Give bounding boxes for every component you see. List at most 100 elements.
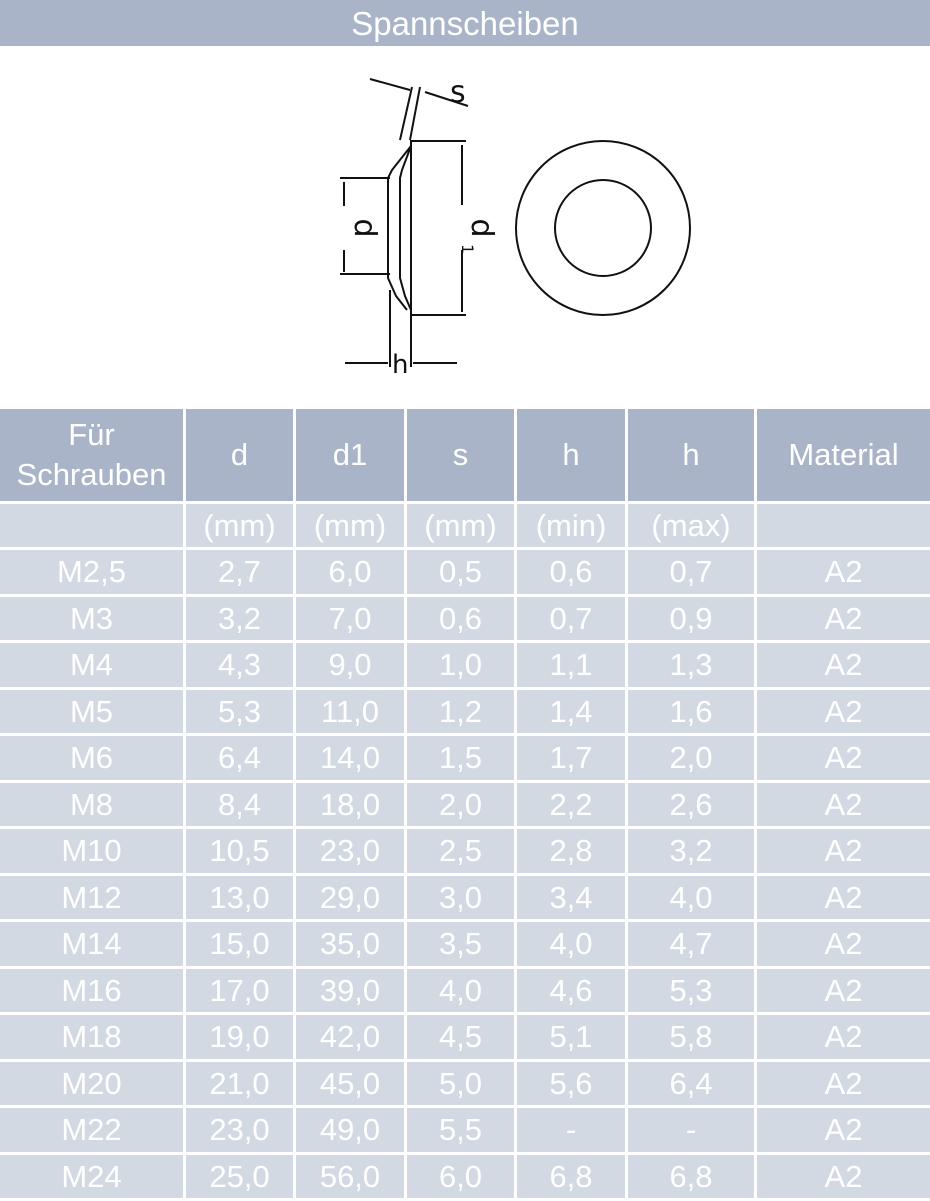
table-cell: 5,3 <box>628 968 754 1012</box>
table-cell: A2 <box>757 875 930 919</box>
table-cell: 5,3 <box>186 689 293 733</box>
table-cell: 6,0 <box>407 1154 514 1198</box>
table-cell: 2,0 <box>628 736 754 780</box>
table-cell: 23,0 <box>186 1108 293 1152</box>
table-cell: 6,4 <box>186 736 293 780</box>
table-cell: 6,0 <box>296 550 404 594</box>
header-row: Für Schrauben d d1 s h h Material <box>0 409 930 501</box>
table-cell: 0,7 <box>517 596 625 640</box>
table-row: M18 19,0 42,0 4,5 5,1 5,8 A2 <box>0 1015 930 1059</box>
units-row: (mm) (mm) (mm) (min) (max) <box>0 504 930 547</box>
table-row: M6 6,4 14,0 1,5 1,7 2,0 A2 <box>0 736 930 780</box>
table-cell: - <box>517 1108 625 1152</box>
table-row: M8 8,4 18,0 2,0 2,2 2,6 A2 <box>0 782 930 826</box>
table-cell: 4,0 <box>628 875 754 919</box>
table-cell: 13,0 <box>186 875 293 919</box>
table-cell: 5,1 <box>517 1015 625 1059</box>
washer-diagram: s d d 1 h <box>340 75 691 380</box>
table-cell: M10 <box>0 829 183 873</box>
table-cell: A2 <box>757 1015 930 1059</box>
unit-cell <box>757 504 930 547</box>
table-cell: 4,6 <box>517 968 625 1012</box>
column-header: h <box>517 409 625 501</box>
unit-cell: (mm) <box>296 504 404 547</box>
unit-cell: (mm) <box>186 504 293 547</box>
unit-cell: (mm) <box>407 504 514 547</box>
table-cell: 2,2 <box>517 782 625 826</box>
table-cell: 56,0 <box>296 1154 404 1198</box>
table-cell: 1,0 <box>407 643 514 687</box>
table-cell: M6 <box>0 736 183 780</box>
table-cell: A2 <box>757 550 930 594</box>
table-row: M14 15,0 35,0 3,5 4,0 4,7 A2 <box>0 922 930 966</box>
table-cell: M8 <box>0 782 183 826</box>
table-cell: 3,0 <box>407 875 514 919</box>
table-cell: 11,0 <box>296 689 404 733</box>
table-cell: A2 <box>757 829 930 873</box>
unit-cell <box>0 504 183 547</box>
spec-table: Für Schrauben d d1 s h h Material (mm) (mm) (mm)(… <box>0 406 930 1201</box>
table-cell: M14 <box>0 922 183 966</box>
table-cell: 1,4 <box>517 689 625 733</box>
table-cell: M5 <box>0 689 183 733</box>
table-cell: 15,0 <box>186 922 293 966</box>
table-cell: A2 <box>757 1154 930 1198</box>
table-cell: M2,5 <box>0 550 183 594</box>
table-cell: 2,5 <box>407 829 514 873</box>
table-cell: 0,9 <box>628 596 754 640</box>
table-cell: 2,8 <box>517 829 625 873</box>
table-cell: 4,0 <box>407 968 514 1012</box>
table-cell: M12 <box>0 875 183 919</box>
table-cell: 49,0 <box>296 1108 404 1152</box>
washer-profile-inner <box>399 145 412 311</box>
table-row: M20 21,0 45,0 5,0 5,6 6,4 A2 <box>0 1061 930 1105</box>
page-title: Spannscheiben <box>0 0 930 46</box>
table-cell: A2 <box>757 922 930 966</box>
table-cell: 5,6 <box>517 1061 625 1105</box>
table-cell: A2 <box>757 736 930 780</box>
table-cell: 4,5 <box>407 1015 514 1059</box>
table-cell: A2 <box>757 596 930 640</box>
table-cell: - <box>628 1108 754 1152</box>
table-cell: 1,1 <box>517 643 625 687</box>
table-cell: M3 <box>0 596 183 640</box>
table-cell: 2,0 <box>407 782 514 826</box>
column-header: h <box>628 409 754 501</box>
label-d1-sub: 1 <box>458 244 477 254</box>
table-row: M12 13,0 29,0 3,0 3,4 4,0 A2 <box>0 875 930 919</box>
table-row: M2,5 2,7 6,0 0,5 0,6 0,7 A2 <box>0 550 930 594</box>
label-d1: d <box>464 218 499 237</box>
table-cell: 5,5 <box>407 1108 514 1152</box>
table-cell: M24 <box>0 1154 183 1198</box>
table-cell: 2,7 <box>186 550 293 594</box>
table-cell: 17,0 <box>186 968 293 1012</box>
table-cell: A2 <box>757 1061 930 1105</box>
table-cell: 1,2 <box>407 689 514 733</box>
table-cell: 0,7 <box>628 550 754 594</box>
table-cell: 1,3 <box>628 643 754 687</box>
column-header: d <box>186 409 293 501</box>
table-cell: 1,6 <box>628 689 754 733</box>
table-cell: 0,5 <box>407 550 514 594</box>
table-cell: M16 <box>0 968 183 1012</box>
washer-drawing: s d d 1 h <box>0 46 930 406</box>
label-s: s <box>450 75 466 110</box>
table-row: M16 17,0 39,0 4,0 4,6 5,3 A2 <box>0 968 930 1012</box>
table-cell: 4,7 <box>628 922 754 966</box>
table-cell: 14,0 <box>296 736 404 780</box>
table-cell: M20 <box>0 1061 183 1105</box>
table-cell: 3,4 <box>517 875 625 919</box>
table-cell: 4,0 <box>517 922 625 966</box>
table-cell: A2 <box>757 689 930 733</box>
table-cell: 3,2 <box>628 829 754 873</box>
table-cell: 8,4 <box>186 782 293 826</box>
label-d: d <box>347 218 382 237</box>
table-cell: M18 <box>0 1015 183 1059</box>
table-cell: A2 <box>757 1108 930 1152</box>
column-header: d1 <box>296 409 404 501</box>
table-cell: 4,3 <box>186 643 293 687</box>
washer-profile-outer <box>387 145 412 311</box>
table-row: M4 4,3 9,0 1,0 1,1 1,3 A2 <box>0 643 930 687</box>
column-header: Material <box>757 409 930 501</box>
table-cell: 29,0 <box>296 875 404 919</box>
